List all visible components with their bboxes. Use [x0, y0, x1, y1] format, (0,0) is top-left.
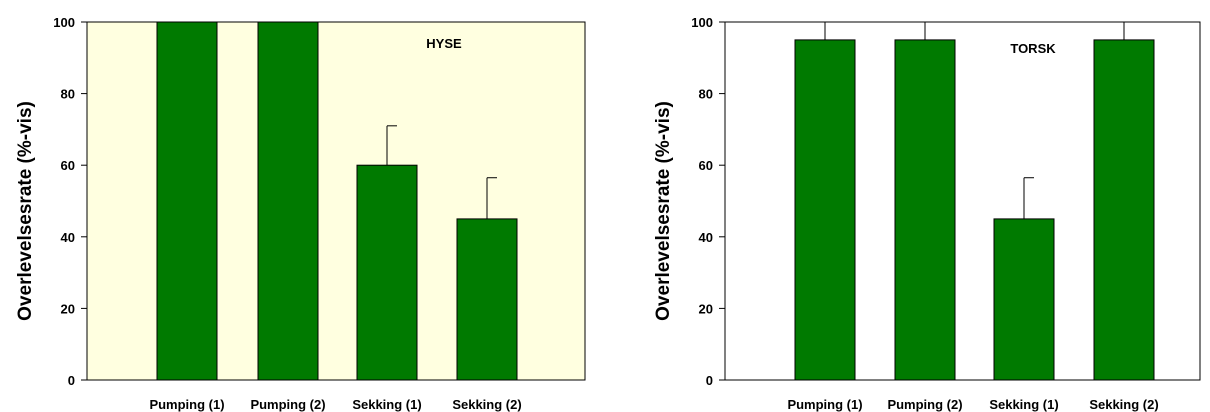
y-tick-label: 60: [699, 158, 713, 173]
x-category-label: Pumping (1): [149, 397, 224, 412]
y-tick-label: 100: [691, 15, 713, 30]
bar: [257, 21, 319, 381]
y-tick-label: 20: [699, 301, 713, 316]
y-tick-label: 100: [53, 15, 75, 30]
bar: [1093, 39, 1155, 381]
y-tick-label: 0: [68, 373, 75, 388]
y-axis-title: Overlevelsesrate (%-vis): [653, 101, 674, 321]
y-tick-label: 40: [61, 230, 75, 245]
x-category-label: Sekking (1): [352, 397, 421, 412]
y-tick-label: 80: [699, 87, 713, 102]
bar: [794, 39, 856, 381]
bar: [456, 218, 518, 381]
y-tick-label: 0: [706, 373, 713, 388]
panel-annotation: HYSE: [426, 36, 462, 51]
x-category-label: Pumping (2): [250, 397, 325, 412]
y-tick-label: 20: [61, 301, 75, 316]
x-category-label: Sekking (2): [1089, 397, 1158, 412]
x-category-label: Sekking (1): [989, 397, 1058, 412]
y-tick-label: 60: [61, 158, 75, 173]
chart-panel-hyse: 0 20 40 60 80 100 Pumping (1) Pumping (2) Sekkin…: [15, 15, 586, 412]
bar: [156, 21, 218, 381]
x-category-label: Pumping (2): [887, 397, 962, 412]
bar: [894, 39, 956, 381]
y-tick-label: 40: [699, 230, 713, 245]
bar: [993, 218, 1055, 381]
y-tick-label: 80: [61, 87, 75, 102]
x-category-label: Sekking (2): [452, 397, 521, 412]
bar: [356, 164, 418, 381]
chart-panel-torsk: 0 20 40 60 80 100 Pumping (1) Pumping (2) Sekkin…: [653, 15, 1201, 412]
y-axis-title: Overlevelsesrate (%-vis): [15, 101, 36, 321]
x-category-label: Pumping (1): [787, 397, 862, 412]
panel-annotation: TORSK: [1010, 41, 1056, 56]
